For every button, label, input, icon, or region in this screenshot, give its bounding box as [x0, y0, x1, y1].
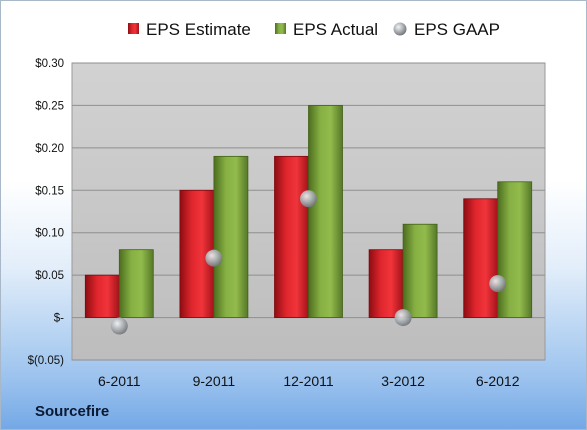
y-tick-label: $0.30 — [35, 58, 64, 70]
x-axis-labels: 6-2011 9-2011 12-2011 3-2012 6-2012 — [98, 373, 520, 389]
y-tick-label: $0.20 — [35, 143, 64, 155]
x-tick-label: 3-2012 — [381, 373, 425, 389]
source-label: Sourcefire — [35, 403, 109, 420]
actual-bar — [118, 249, 154, 318]
y-tick-label: $0.25 — [35, 100, 64, 112]
y-tick-label: $0.05 — [35, 270, 64, 282]
legend-label-actual: EPS Actual — [293, 20, 378, 39]
x-tick-label: 9-2011 — [193, 373, 236, 389]
gaap-markers — [110, 190, 507, 335]
estimate-bar — [368, 249, 404, 318]
x-tick-label: 6-2011 — [98, 373, 141, 389]
legend-swatch-actual — [275, 23, 286, 34]
gaap-marker — [489, 275, 507, 293]
bars — [84, 105, 533, 318]
actual-bar — [402, 223, 438, 318]
y-tick-label: $0.10 — [35, 228, 64, 240]
gaap-marker — [394, 309, 412, 327]
actual-bar — [213, 155, 249, 318]
y-axis-ticks: $0.30 $0.25 $0.20 $0.15 $0.10 $0.05 $- $(0.05) — [28, 58, 65, 367]
legend-swatch-gaap — [393, 22, 407, 36]
estimate-bar — [463, 198, 499, 318]
y-tick-label: $0.15 — [35, 185, 64, 197]
gaap-marker — [110, 317, 128, 335]
legend-label-gaap: EPS GAAP — [414, 20, 500, 39]
actual-bar — [308, 105, 343, 318]
estimate-bar — [274, 155, 309, 318]
actual-bar — [497, 181, 533, 318]
estimate-bar — [84, 274, 120, 318]
legend-label-estimate: EPS Estimate — [146, 20, 251, 39]
legend: EPS Estimate EPS Actual EPS GAAP — [128, 20, 500, 39]
legend-swatch-estimate — [128, 23, 139, 34]
gaap-marker — [300, 190, 317, 208]
x-tick-label: 6-2012 — [476, 373, 520, 389]
y-tick-label: $(0.05) — [28, 355, 65, 367]
x-tick-label: 12-2011 — [283, 373, 334, 389]
gaap-marker — [205, 249, 223, 267]
y-tick-label: $- — [54, 313, 64, 325]
